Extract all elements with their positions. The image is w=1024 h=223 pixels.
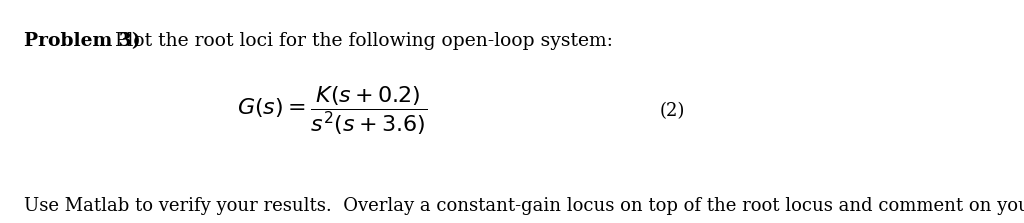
Text: (2): (2): [660, 102, 685, 120]
Text: Plot the root loci for the following open-loop system:: Plot the root loci for the following ope…: [103, 32, 613, 50]
Text: Use Matlab to verify your results.  Overlay a constant-gain locus on top of the : Use Matlab to verify your results. Overl…: [24, 197, 1024, 215]
Text: Problem 3): Problem 3): [24, 32, 140, 50]
Text: $G(s) = \dfrac{K(s+0.2)}{s^2(s+3.6)}$: $G(s) = \dfrac{K(s+0.2)}{s^2(s+3.6)}$: [238, 85, 428, 137]
